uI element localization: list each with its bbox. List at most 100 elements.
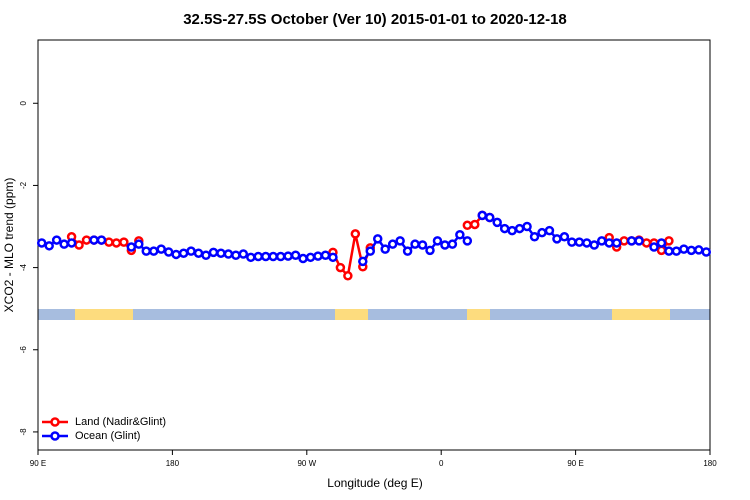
data-point <box>559 232 570 242</box>
data-point <box>596 236 607 246</box>
data-point <box>51 235 62 245</box>
data-point <box>372 234 383 244</box>
data-point <box>567 237 577 247</box>
y-tick-label: -6 <box>19 346 28 354</box>
data-point <box>134 239 144 249</box>
data-point <box>111 238 122 248</box>
data-point <box>186 246 196 256</box>
data-point <box>193 248 204 258</box>
data-point <box>514 223 525 234</box>
data-point <box>492 217 502 228</box>
legend-label: Land (Nadir&Glint) <box>75 416 166 428</box>
data-point <box>36 238 47 248</box>
data-point <box>470 219 480 230</box>
data-point <box>544 225 555 236</box>
data-point <box>582 238 592 248</box>
x-tick-label: 90 W <box>297 459 316 468</box>
data-point <box>305 252 316 263</box>
legend-marker <box>50 431 60 441</box>
data-point <box>298 253 308 264</box>
data-point <box>529 232 540 242</box>
data-point <box>574 237 585 247</box>
legend-marker <box>50 417 60 427</box>
x-tick-label: 180 <box>166 459 180 468</box>
data-point <box>611 238 622 248</box>
data-point <box>589 240 600 250</box>
data-point <box>253 251 264 262</box>
x-axis-label: Longitude (deg E) <box>327 476 422 490</box>
data-point <box>410 239 420 249</box>
data-point <box>619 236 629 246</box>
land-ocean-strip <box>38 309 710 320</box>
data-point <box>664 236 674 246</box>
data-point <box>656 245 667 256</box>
data-point <box>425 245 435 256</box>
data-point <box>484 212 495 223</box>
data-point <box>290 250 301 261</box>
data-point <box>74 240 84 250</box>
x-tick-label: 180 <box>703 459 717 468</box>
data-point <box>350 229 361 239</box>
data-point <box>649 242 659 252</box>
data-point <box>268 251 278 262</box>
data-point <box>104 237 114 247</box>
data-point <box>477 210 488 221</box>
data-point <box>59 239 69 249</box>
data-point <box>664 246 674 256</box>
data-point <box>679 244 689 254</box>
data-point <box>260 251 271 262</box>
data-point <box>208 247 219 258</box>
data-point <box>358 256 368 267</box>
data-point <box>223 249 234 259</box>
data-point <box>343 271 353 281</box>
data-point <box>380 244 390 254</box>
data-point <box>365 246 376 256</box>
data-point <box>641 238 652 248</box>
data-point <box>395 236 405 246</box>
data-point <box>440 240 450 250</box>
data-point <box>432 236 443 246</box>
data-point <box>552 234 562 244</box>
data-point <box>686 245 697 256</box>
data-point <box>275 251 286 262</box>
data-point <box>216 248 226 258</box>
data-point <box>178 248 189 258</box>
data-point <box>694 245 704 255</box>
data-point <box>402 246 413 256</box>
data-point <box>283 251 293 261</box>
data-point <box>387 239 398 249</box>
data-point <box>66 238 77 248</box>
data-point <box>447 239 458 249</box>
data-point <box>537 227 547 238</box>
data-point <box>246 252 256 263</box>
chart-title: 32.5S-27.5S October (Ver 10) 2015-01-01 … <box>183 11 567 28</box>
data-point <box>141 246 152 256</box>
data-point <box>171 249 181 260</box>
y-tick-label: -2 <box>19 181 28 189</box>
x-tick-label: 90 E <box>567 459 583 468</box>
data-point <box>320 250 331 261</box>
y-tick-label: -8 <box>19 428 28 436</box>
data-point <box>604 238 614 248</box>
data-point <box>126 242 137 252</box>
data-point <box>313 251 323 261</box>
data-point <box>499 223 510 234</box>
data-point <box>44 241 54 251</box>
data-point <box>656 238 667 248</box>
data-point <box>148 246 159 256</box>
data-point <box>156 244 166 254</box>
data-point <box>462 236 473 246</box>
data-point <box>671 246 682 256</box>
data-point <box>417 240 428 250</box>
y-tick-label: -4 <box>19 263 28 271</box>
data-point <box>626 236 637 246</box>
legend-label: Ocean (Glint) <box>75 430 140 442</box>
data-point <box>328 252 338 263</box>
x-tick-label: 0 <box>439 459 444 468</box>
data-point <box>634 236 644 246</box>
data-point <box>507 225 517 236</box>
data-point <box>81 235 92 245</box>
data-point <box>89 235 99 245</box>
data-point <box>96 235 107 245</box>
